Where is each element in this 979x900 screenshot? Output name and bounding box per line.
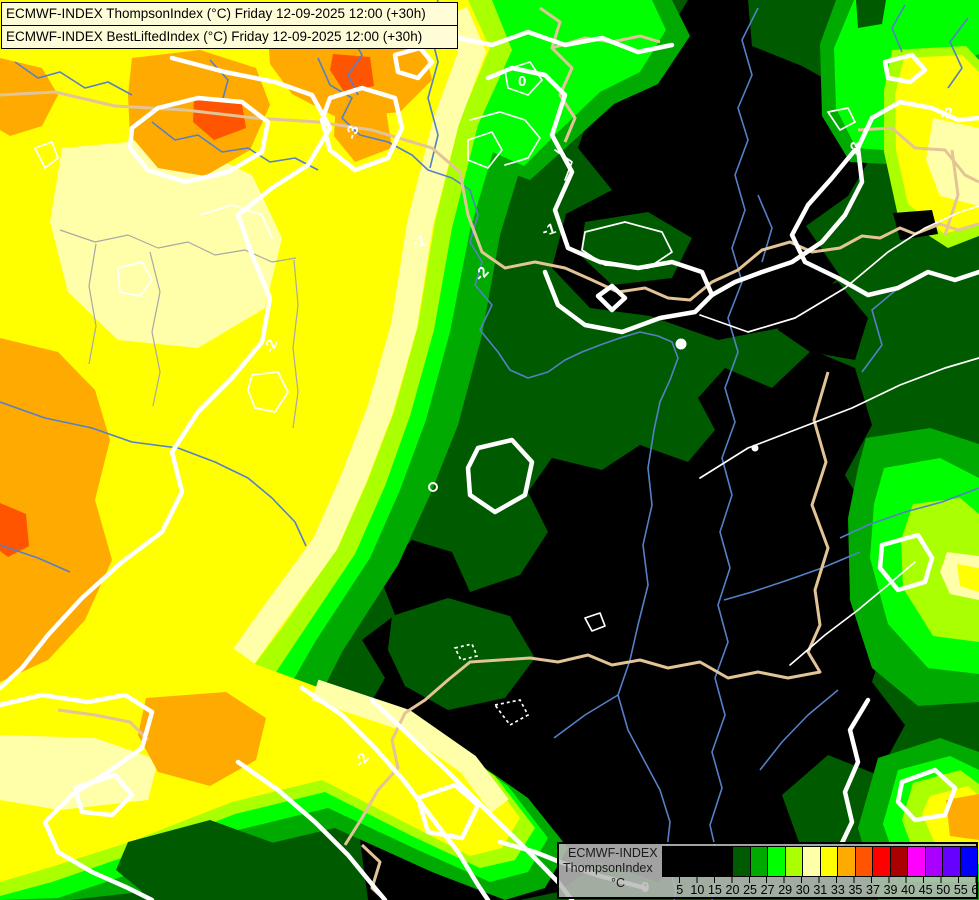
legend-cell [837, 847, 855, 876]
region-paleyellow-streak [311, 679, 509, 813]
legend-tick-marks [679, 877, 979, 883]
city-markers [428, 338, 759, 492]
contour-label: -1 [540, 220, 558, 240]
contour-label: -2 [938, 104, 955, 124]
city-marker-dot [751, 444, 759, 452]
legend-tick-label: 40 [901, 883, 916, 897]
lifted-index-contours [0, 29, 979, 900]
legend-cell [767, 847, 785, 876]
legend-cell [714, 847, 732, 876]
city-marker-dot [675, 338, 687, 350]
region-orange-se [946, 794, 979, 840]
region-paleyellow-band [233, 6, 486, 664]
legend-tick-label: 15 [707, 883, 722, 897]
region-orange [138, 692, 266, 786]
region-darkorange [330, 54, 374, 92]
legend-tick-label: 25 [743, 883, 757, 897]
region-yellow-east [957, 564, 979, 592]
legend-cell [732, 847, 750, 876]
region-darkgreen-ne-patch [856, 0, 886, 28]
region-black-ne-notch [893, 210, 938, 240]
legend-tick-label: 10 [690, 883, 705, 897]
contour-label: -2 [261, 337, 282, 356]
legend-tick-label: 27 [760, 883, 775, 897]
legend-tick-label: 39 [883, 883, 898, 897]
region-darkorange [0, 503, 29, 557]
region-orange [334, 104, 392, 162]
legend-tick-label: 33 [830, 883, 845, 897]
legend-tick-label: 20 [725, 883, 740, 897]
legend-cell [802, 847, 820, 876]
legend-cell [663, 847, 680, 876]
region-darkgreen-sw-patch [116, 820, 300, 900]
legend-cell [784, 847, 802, 876]
contour-label: 0 [518, 73, 526, 90]
admin-border-lines [59, 229, 299, 429]
legend-cell [959, 847, 977, 876]
legend-tick-label: 60 [971, 883, 979, 897]
legend-panel: ECMWF-INDEX ThompsonIndex °C 5 10 15 20 … [557, 842, 979, 899]
legend-cell [942, 847, 960, 876]
legend-cell [854, 847, 872, 876]
map-title-best-lifted-index: ECMWF-INDEX BestLiftedIndex (°C) Friday … [1, 25, 458, 49]
region-darkgreen-hole2 [388, 598, 535, 710]
legend-colorbar [662, 846, 978, 877]
region-black-south [360, 350, 905, 900]
lifted-index-thin-contours [34, 61, 979, 727]
contour-label: -3 [343, 124, 363, 141]
legend-title: ECMWF-INDEX [568, 846, 658, 860]
region-chartreuse-east [901, 498, 979, 642]
region-darkorange [193, 98, 246, 140]
legend-cell [749, 847, 767, 876]
legend-cell [679, 847, 697, 876]
legend-cell [697, 847, 715, 876]
legend-tick-label: 30 [795, 883, 810, 897]
map-title-thompson-index: ECMWF-INDEX ThompsonIndex (°C) Friday 12… [1, 2, 458, 26]
legend-tick-label: 45 [918, 883, 933, 897]
legend-tick-label: 31 [813, 883, 828, 897]
legend-cell [819, 847, 837, 876]
legend-cell [907, 847, 925, 876]
legend-tick-label: 35 [848, 883, 863, 897]
legend-cell [872, 847, 890, 876]
legend-tick-label: 50 [936, 883, 951, 897]
region-black-east-arm [778, 282, 868, 360]
contour-label-layer: -3 -2 -1 -1 -2 0 -3 -2 -2 0 [261, 73, 956, 896]
legend-cell [889, 847, 907, 876]
region-paleyellow-nw [50, 138, 282, 348]
region-paleyellow-sw [0, 735, 158, 810]
contour-label: -1 [411, 232, 428, 251]
legend-tick-labels: 5 10 15 20 25 27 29 30 31 33 35 37 39 40… [671, 883, 979, 897]
legend-subtitle: ThompsonIndex [563, 861, 653, 875]
legend-unit: °C [611, 876, 626, 890]
legend-tick-label: 29 [778, 883, 793, 897]
legend-tick-label: 55 [953, 883, 968, 897]
legend-tick-label: 37 [866, 883, 880, 897]
city-marker-ring [428, 482, 438, 492]
legend-cell [924, 847, 942, 876]
legend-tick-label: 5 [676, 883, 684, 897]
region-darkgreen-hole [580, 212, 692, 285]
region-orange [0, 58, 58, 136]
contour-label: -3 [847, 141, 865, 156]
